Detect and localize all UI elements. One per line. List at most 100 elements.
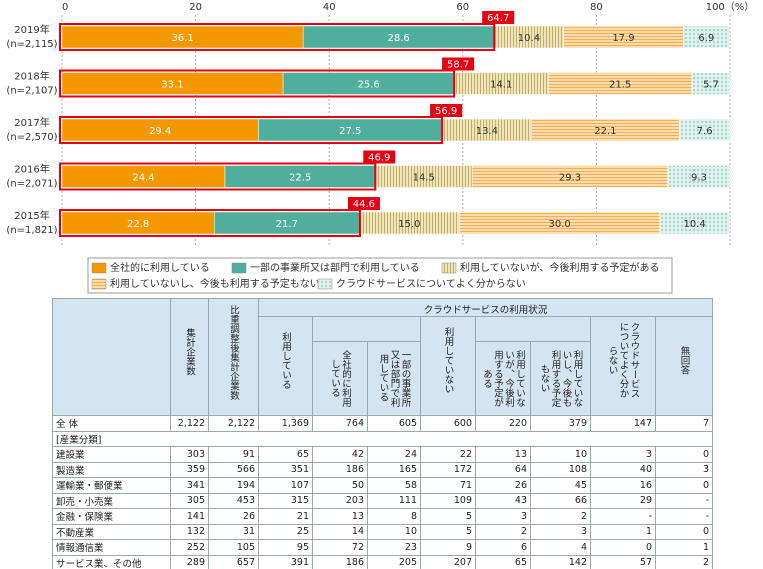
table-cell: 141 [170, 508, 209, 525]
legend-swatch [91, 262, 107, 274]
table-cell: 305 [170, 492, 209, 509]
table-cell: 14 [312, 523, 368, 540]
table-cell: 6 [475, 539, 531, 556]
value-label: 21.7 [276, 219, 298, 230]
total-label-bg [430, 104, 463, 117]
category-note: (n=2,570) [6, 132, 57, 143]
row-label: 運輸業・郵便業 [52, 477, 171, 494]
table-row: 不動産業 132 31 25 14 10 5 2 3 1 0 [52, 523, 714, 540]
table-cell: 194 [208, 477, 259, 494]
table-cell: 359 [170, 461, 209, 478]
value-label: 22.8 [127, 219, 149, 230]
highlight-box [59, 69, 456, 98]
legend-swatch [317, 278, 333, 290]
table-cell: - [590, 508, 656, 525]
highlight-box [59, 116, 444, 144]
table-cell: 1 [590, 523, 656, 540]
table-cell: 2 [475, 523, 531, 540]
table-cell: 2 [654, 554, 714, 569]
table-cell: 5 [420, 508, 476, 525]
legend-label: クラウドサービスについてよく分からない [336, 278, 526, 290]
column-header: クラウドサービスについてよく分からない [606, 322, 640, 398]
value-label: 22.1 [594, 126, 616, 137]
table-cell: 379 [530, 415, 591, 432]
table-cell: 40 [590, 461, 656, 478]
legend-label: 一部の事業所又は部門で利用している [250, 261, 420, 274]
chart: 0 20 40 60 80 100（%） 2019年 (n=2,115) 36.1 28.6 10.… [6, 1, 754, 294]
table-cell: 31 [208, 523, 259, 540]
header-cell: 全社的に利用している [312, 341, 368, 416]
table-cell: 315 [258, 492, 313, 509]
row-label: 卸売・小売業 [52, 492, 171, 509]
table: 集計企業数 比重調整後集計企業数 クラウドサービスの利用状況 利用している 利用… [51, 298, 714, 569]
table-cell: 0 [654, 446, 714, 463]
table-cell: 23 [367, 539, 421, 556]
table-cell: 43 [475, 492, 531, 509]
table-cell: 2,122 [208, 415, 259, 432]
table-cell: 107 [258, 477, 313, 494]
row-label: 不動産業 [52, 523, 171, 540]
header-cell: 利用している [258, 316, 313, 416]
table-cell: 600 [420, 415, 476, 432]
table-cell: 26 [475, 477, 531, 494]
row-label: 金融・保険業 [52, 508, 171, 525]
header-cell: 集計企業数 [170, 298, 209, 416]
table-cell: 147 [590, 415, 656, 432]
column-header: 集計企業数 [184, 328, 195, 376]
value-label: 25.6 [357, 80, 379, 91]
table-row: 全 体 2,122 2,122 1,369 764 605 600 220 379 147 7 [52, 415, 714, 432]
row-label: サービス業、その他 [52, 554, 171, 569]
table-row: 製造業 359 566 351 186 165 172 64 108 40 3 [52, 461, 714, 478]
header-cell: 利用していない [420, 316, 476, 416]
header-cell [312, 316, 421, 342]
table-cell: 341 [170, 477, 209, 494]
bar-segment [667, 165, 731, 188]
table-cell: 3 [654, 461, 714, 478]
header-cell: クラウドサービスについてよく分からない [590, 316, 656, 416]
column-header: 利用していないが、今後利用する予定がある [481, 349, 525, 407]
table-cell: 111 [367, 492, 421, 509]
value-label: 17.9 [612, 33, 634, 44]
bar-segment [682, 25, 730, 49]
header-cell: 一部の事業所又は部門で利用している [367, 341, 421, 416]
category-note: (n=1,821) [6, 225, 57, 236]
header-cell: 比重調整後集計企業数 [208, 298, 259, 416]
total-label-bg [347, 197, 380, 210]
corner-cell [52, 298, 171, 416]
table-cell: 13 [312, 508, 368, 525]
value-label: 5.7 [703, 80, 719, 91]
value-label: 21.5 [609, 80, 631, 91]
row-label: [産業分類] [51, 430, 714, 447]
table-cell: 132 [170, 523, 209, 540]
category-note: (n=2,107) [6, 86, 57, 97]
table-cell: 205 [367, 554, 421, 569]
row-label: 全 体 [52, 415, 171, 432]
table-cell: 66 [530, 492, 591, 509]
table-cell: 50 [312, 477, 368, 494]
table-cell: 289 [170, 554, 209, 569]
bar-segment [691, 72, 731, 95]
table-cell: 16 [590, 477, 656, 494]
table-row: サービス業、その他 289 657 391 186 205 207 65 142 57 2 [52, 554, 714, 569]
table-cell: 10 [530, 446, 591, 463]
table-cell: 0 [654, 477, 714, 494]
table-cell: - [654, 508, 714, 525]
table-row: 金融・保険業 141 26 21 13 8 5 3 2- - [52, 508, 714, 525]
table-cell: 7 [654, 415, 714, 432]
total-label: 46.9 [368, 153, 390, 164]
table-cell: 109 [420, 492, 476, 509]
value-label: 33.1 [161, 80, 183, 91]
column-header: 利用している [280, 331, 291, 389]
value-label: 30.0 [549, 219, 571, 230]
table-cell: 9 [420, 539, 476, 556]
table-cell: 566 [208, 461, 259, 478]
table-cell: 391 [258, 554, 313, 569]
bar-segment [678, 118, 731, 142]
table-cell: 21 [258, 508, 313, 525]
table-row: 卸売・小売業 305 453 315 203 111 109 43 66 29- [52, 492, 714, 509]
highlight-box [59, 23, 496, 51]
row-label: 建設業 [52, 446, 171, 463]
x-tick-label: 20 [189, 2, 202, 13]
column-header: 無回答 [678, 345, 690, 375]
